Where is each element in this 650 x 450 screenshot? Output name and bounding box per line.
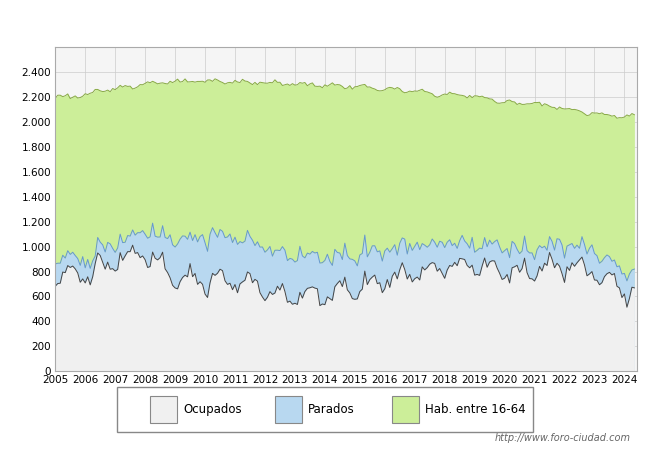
Bar <box>275 396 302 423</box>
Bar <box>150 396 177 423</box>
Text: Hab. entre 16-64: Hab. entre 16-64 <box>425 403 525 416</box>
Text: Parados: Parados <box>308 403 355 416</box>
Text: Ocupados: Ocupados <box>183 403 242 416</box>
Text: http://www.foro-ciudad.com: http://www.foro-ciudad.com <box>495 433 630 443</box>
Text: Carracedelo - Evolucion de la poblacion en edad de Trabajar Mayo de 2024: Carracedelo - Evolucion de la poblacion … <box>85 10 565 23</box>
Bar <box>391 396 419 423</box>
